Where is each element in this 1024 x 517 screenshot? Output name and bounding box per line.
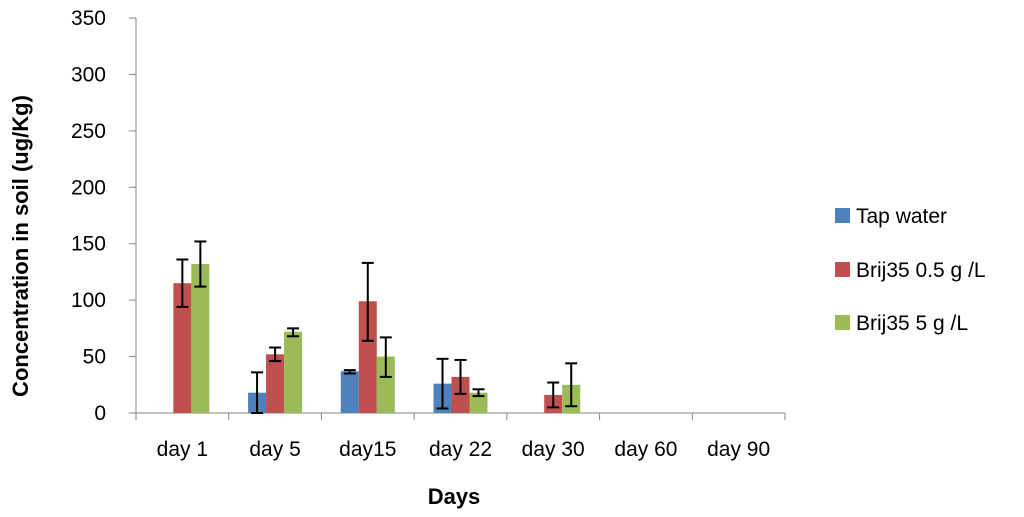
y-tick-label: 300 — [71, 63, 106, 86]
y-tick-label: 50 — [83, 346, 106, 369]
chart-bars — [173, 264, 581, 413]
bar — [266, 354, 285, 413]
legend-label: Tap water — [856, 205, 947, 228]
legend-label: Brij35 0.5 g /L — [856, 259, 986, 282]
bar — [451, 376, 470, 413]
bar — [340, 371, 359, 413]
y-tick-label: 100 — [71, 289, 106, 312]
bar — [358, 301, 377, 413]
y-tick-label: 150 — [71, 233, 106, 256]
x-tick-label: day 90 — [707, 438, 770, 461]
bar — [173, 283, 192, 413]
y-axis-ticks: 0 50 100 150 200 250 300 350 — [71, 7, 136, 425]
bar — [376, 356, 395, 413]
y-tick-label: 250 — [71, 120, 106, 143]
legend-swatch — [835, 262, 850, 277]
chart-legend: Tap water Brij35 0.5 g /L Brij35 5 g /L — [835, 205, 986, 335]
x-tick-label: day15 — [339, 438, 396, 461]
bar — [469, 392, 488, 413]
x-tick-label: day 5 — [249, 438, 300, 461]
legend-swatch — [835, 315, 850, 330]
x-tick-label: day 30 — [522, 438, 585, 461]
error-bars — [176, 240, 578, 414]
x-axis-title: Days — [428, 484, 481, 509]
chart-axes — [135, 18, 785, 414]
x-axis-ticks: day 1 day 5 day15 day 22 day 30 day 60 day 90 — [135, 413, 786, 461]
x-tick-label: day 1 — [157, 438, 208, 461]
y-tick-label: 0 — [94, 402, 106, 425]
bar — [191, 264, 210, 413]
legend-swatch — [835, 208, 850, 223]
y-axis-title: Concentration in soil (ug/Kg) — [8, 95, 33, 397]
bar — [284, 331, 303, 413]
x-tick-label: day 60 — [614, 438, 677, 461]
legend-label: Brij35 5 g /L — [856, 312, 968, 335]
y-tick-label: 200 — [71, 176, 106, 199]
x-tick-label: day 22 — [429, 438, 492, 461]
y-tick-label: 350 — [71, 7, 106, 30]
